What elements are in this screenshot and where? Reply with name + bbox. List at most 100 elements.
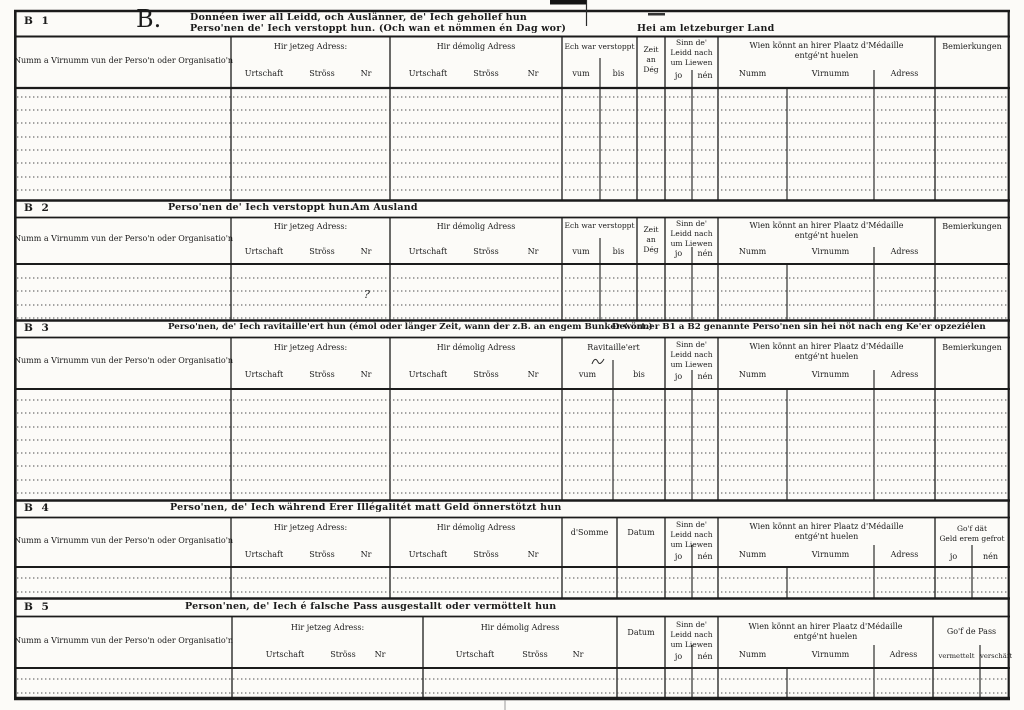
col-header-datum: Datum: [627, 528, 655, 537]
col-header-sinn-2: Leidd nach: [670, 530, 713, 539]
subcol-urtschaft: Urtschaft: [244, 69, 284, 78]
subcol-stross: Ströss: [473, 550, 499, 559]
b1-title-location: Hei am letzeburger Land: [637, 23, 775, 34]
subcol-vum: vum: [572, 247, 590, 256]
col-header-zeit-deg: Dég: [643, 245, 659, 254]
col-header-sinn-2: Leidd nach: [670, 48, 713, 57]
subcol-urtschaft: Urtschaft: [244, 370, 284, 379]
col-header-sinn-3: um Liewen: [670, 540, 713, 549]
col-header-zeit-an: an: [646, 55, 656, 64]
col-header-gof-geld-1: Go'f dät: [956, 524, 987, 533]
col-header-sinn-2: Leidd nach: [670, 229, 713, 238]
col-header-sinn-1: Sinn de': [676, 340, 707, 349]
subcol-jo: jo: [674, 652, 683, 661]
subcol-nen: nén: [697, 249, 713, 258]
section-b1-label: B 1: [24, 15, 52, 27]
subcol-stross: Ströss: [309, 550, 335, 559]
subcol-numm: Numm: [738, 650, 767, 659]
col-header-somme: d'Somme: [570, 528, 609, 537]
subcol-stross: Ströss: [473, 247, 499, 256]
b2-title: Perso'nen de' Iech verstoppt hun.: [168, 202, 354, 213]
subcol-virnumm: Virnumm: [811, 370, 850, 379]
subcol-vum: vum: [578, 370, 597, 379]
col-header-sinn-2: Leidd nach: [670, 630, 713, 639]
col-header-name: Numm a Virnumm vun der Perso'n oder Orga…: [14, 636, 234, 645]
col-header-wien-2: entgé'nt huelen: [793, 632, 858, 641]
handwritten-question-mark: ?: [364, 288, 370, 301]
subcol-adress: Adress: [890, 247, 919, 256]
col-header-demolig-adress: Hir démolig Adress: [436, 42, 516, 51]
col-header-wien-1: Wien könnt an hirer Plaatz d'Médaille: [749, 342, 904, 351]
section-b2-label: B 2: [24, 202, 52, 214]
col-header-zeit: Zeit: [643, 45, 659, 54]
col-header-wien-2: entgé'nt huelen: [794, 352, 859, 361]
subcol-nr: Nr: [360, 550, 372, 559]
col-header-wien-2: entgé'nt huelen: [794, 532, 859, 541]
col-header-jetzeg-adress: Hir jetzeg Adress:: [273, 523, 348, 532]
subcol-nr: Nr: [527, 69, 539, 78]
subcol-verschaeft: verschäft: [980, 652, 1013, 660]
col-header-demolig-adress: Hir démolig Adress: [436, 343, 516, 352]
subcol-urtschaft: Urtschaft: [408, 69, 448, 78]
subcol-urtschaft: Urtschaft: [408, 550, 448, 559]
subcol-urtschaft: Urtschaft: [265, 650, 305, 659]
subcol-stross: Ströss: [309, 247, 335, 256]
subcol-jo: jo: [674, 552, 683, 561]
subcol-bis: bis: [633, 370, 645, 379]
subcol-nr: Nr: [527, 550, 539, 559]
subcol-nen: nén: [697, 652, 713, 661]
col-header-demolig-adress: Hir démolig Adress: [480, 623, 560, 632]
col-header-bemierkungen: Bemierkungen: [942, 222, 1002, 231]
subcol-numm: Numm: [738, 550, 767, 559]
subcol-jo: jo: [949, 552, 958, 561]
col-header-name: Numm a Virnumm vun der Perso'n oder Orga…: [14, 56, 234, 65]
section-b4-label: B 4: [24, 502, 52, 514]
subcol-stross: Ströss: [473, 370, 499, 379]
b1-title-line1: Donnéen iwer all Leidd, och Auslänner, d…: [190, 12, 527, 23]
col-header-wien-1: Wien könnt an hirer Plaatz d'Médaille: [748, 622, 903, 631]
col-header-demolig-adress: Hir démolig Adress: [436, 222, 516, 231]
subcol-adress: Adress: [889, 650, 918, 659]
col-header-ravitailleert: Ravitaille'ert: [587, 343, 640, 352]
subcol-bis: bis: [612, 247, 625, 256]
subcol-virnumm: Virnumm: [811, 650, 850, 659]
b3-title: Perso'nen, de' Iech ravitaille'ert hun (…: [168, 322, 653, 332]
subcol-numm: Numm: [738, 247, 767, 256]
subcol-vermettelt: vermettelt: [938, 652, 975, 660]
b2-title-location: Am Ausland: [352, 202, 418, 213]
col-header-jetzeg-adress: Hir jetzeg Adress:: [290, 623, 365, 632]
col-header-jetzeg-adress: Hir jetzeg Adress:: [273, 343, 348, 352]
subcol-stross: Ströss: [522, 650, 548, 659]
col-header-bemierkungen: Bemierkungen: [942, 343, 1002, 352]
subcol-nr: Nr: [360, 247, 372, 256]
col-header-name: Numm a Virnumm vun der Perso'n oder Orga…: [14, 356, 234, 365]
b1-title-line2: Perso'nen de' Iech verstoppt hun. (Och w…: [190, 23, 567, 34]
subcol-nr: Nr: [572, 650, 584, 659]
subcol-stross: Ströss: [309, 69, 335, 78]
subcol-nr: Nr: [527, 247, 539, 256]
col-header-wien-2: entgé'nt huelen: [794, 51, 859, 60]
b4-title: Perso'nen, de' Iech während Erer Illégal…: [170, 502, 562, 513]
col-header-name: Numm a Virnumm vun der Perso'n oder Orga…: [14, 536, 234, 545]
col-header-zeit-an: an: [646, 235, 656, 244]
col-header-zeit: Zeit: [643, 225, 659, 234]
subcol-nr: Nr: [374, 650, 386, 659]
col-header-sinn-1: Sinn de': [676, 620, 707, 629]
col-header-wien-1: Wien könnt an hirer Plaatz d'Médaille: [749, 221, 904, 230]
subcol-numm: Numm: [738, 69, 767, 78]
col-header-sinn-3: um Liewen: [670, 58, 713, 67]
subcol-urtschaft: Urtschaft: [408, 247, 448, 256]
subcol-nen: nén: [697, 552, 713, 561]
col-header-gof-pass: Go'f de Pass: [946, 627, 997, 636]
b5-title: Person'nen, de' Iech é falsche Pass ausg…: [185, 601, 557, 612]
col-header-sinn-1: Sinn de': [676, 219, 707, 228]
col-header-jetzeg-adress: Hir jetzeg Adress:: [273, 42, 348, 51]
section-b3-label: B 3: [24, 322, 52, 334]
subcol-vum: vum: [572, 69, 590, 78]
section-letter: B.: [136, 5, 162, 33]
col-header-zeit-deg: Dég: [643, 65, 659, 74]
col-header-sinn-3: um Liewen: [670, 640, 713, 649]
col-header-gof-geld-2: Geld erem gefrot: [939, 534, 1005, 543]
